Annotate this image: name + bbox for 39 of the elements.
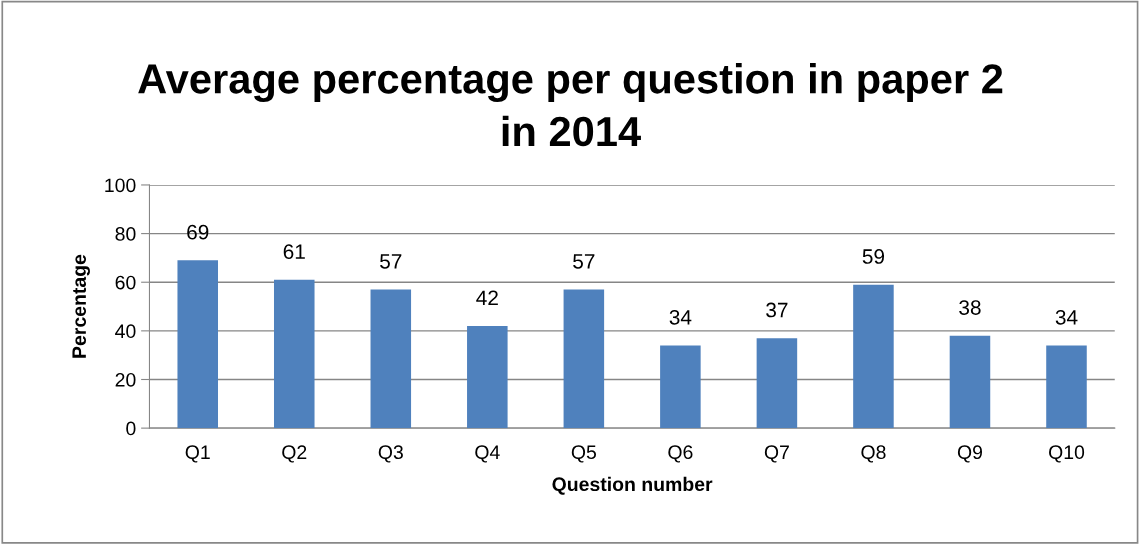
y-tick-label: 100 xyxy=(105,178,136,193)
data-label: 57 xyxy=(380,254,402,269)
data-label: 34 xyxy=(1055,309,1078,325)
bar xyxy=(563,289,605,429)
x-tick-label: Q3 xyxy=(378,445,403,463)
x-tick-label: Q4 xyxy=(475,445,500,463)
bar xyxy=(177,260,219,429)
x-tick-label: Q8 xyxy=(861,445,886,463)
y-tick-label: 60 xyxy=(115,275,136,290)
bar xyxy=(853,284,894,429)
y-tick-label: 20 xyxy=(115,372,136,387)
x-tick-label: Q5 xyxy=(571,445,596,463)
x-tick-label: Q10 xyxy=(1049,445,1085,463)
bar xyxy=(756,338,798,429)
x-axis-title: Question number xyxy=(552,476,713,495)
y-tick-label: 0 xyxy=(126,421,136,436)
x-tick-label: Q7 xyxy=(764,445,789,463)
y-tick-label: 40 xyxy=(115,324,136,339)
data-label: 59 xyxy=(862,249,885,264)
data-label: 37 xyxy=(766,302,788,318)
bar xyxy=(1046,345,1087,429)
data-label: 69 xyxy=(187,224,209,240)
data-label: 42 xyxy=(476,290,498,306)
data-label: 57 xyxy=(573,254,595,269)
y-tick-label: 80 xyxy=(115,227,136,241)
chart-title: Average percentage per question in paper 2 in 2014 xyxy=(138,63,1003,147)
y-axis-title: Percentage xyxy=(72,254,90,358)
bar xyxy=(370,289,412,429)
x-tick-label: Q9 xyxy=(957,445,983,463)
bar xyxy=(273,279,315,429)
data-label: 34 xyxy=(669,309,692,325)
bar xyxy=(949,335,991,429)
data-label: 61 xyxy=(283,244,305,260)
x-tick-label: Q2 xyxy=(282,445,307,463)
x-tick-label: Q6 xyxy=(668,445,693,463)
bar xyxy=(467,326,508,429)
bar xyxy=(660,345,701,429)
x-tick-label: Q1 xyxy=(185,445,210,463)
data-label: 38 xyxy=(959,300,981,315)
